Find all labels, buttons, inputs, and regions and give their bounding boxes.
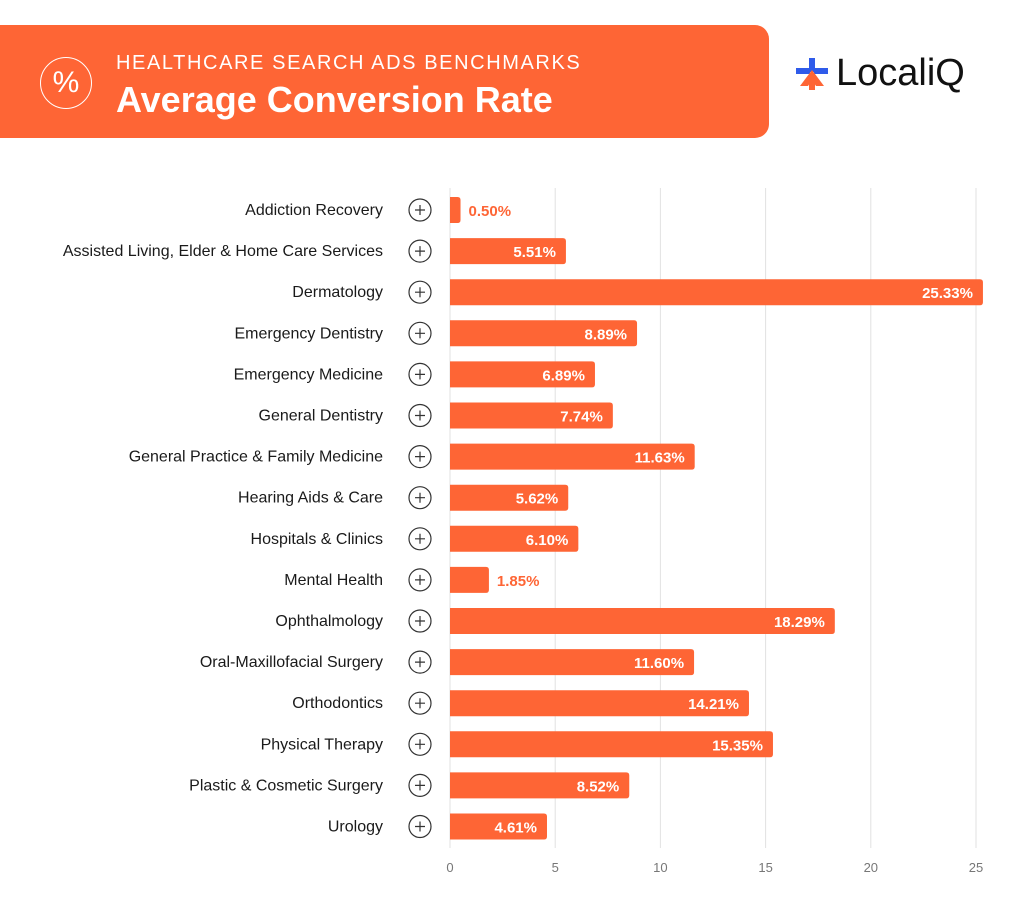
ear-icon bbox=[408, 486, 432, 510]
category-label: Addiction Recovery bbox=[245, 202, 383, 219]
logo-text: LocaliQ bbox=[836, 52, 965, 94]
bar bbox=[450, 525, 579, 552]
bar bbox=[450, 690, 749, 717]
data-label: 6.10% bbox=[526, 532, 569, 549]
rx-bottle-icon bbox=[408, 362, 432, 386]
bar bbox=[450, 649, 695, 676]
category-label: Physical Therapy bbox=[261, 736, 383, 753]
category-label: Oral-Maxillofacial Surgery bbox=[200, 654, 383, 671]
data-label: 15.35% bbox=[712, 737, 763, 754]
dermatology-face-icon bbox=[408, 280, 432, 304]
data-label: 5.51% bbox=[513, 244, 556, 261]
category-label: Ophthalmology bbox=[275, 613, 383, 630]
data-label: 8.89% bbox=[584, 326, 627, 343]
subtitle: HEALTHCARE SEARCH ADS BENCHMARKS bbox=[116, 52, 582, 74]
category-label: Orthodontics bbox=[292, 695, 383, 712]
data-label: 14.21% bbox=[688, 696, 739, 713]
kidney-icon bbox=[408, 814, 432, 839]
head-heart-icon bbox=[408, 568, 432, 592]
x-tick-label: 5 bbox=[552, 860, 559, 875]
bar bbox=[450, 197, 461, 223]
category-label: Mental Health bbox=[284, 572, 383, 589]
page-title: Average Conversion Rate bbox=[116, 79, 553, 120]
data-label: 4.61% bbox=[494, 820, 537, 837]
x-tick-label: 15 bbox=[758, 860, 772, 875]
category-label: Dermatology bbox=[292, 284, 383, 301]
percent-icon: % bbox=[40, 57, 92, 109]
category-label: General Dentistry bbox=[259, 408, 384, 425]
bar bbox=[450, 608, 835, 634]
tooth-icon bbox=[408, 403, 432, 428]
data-label: 7.74% bbox=[560, 409, 603, 426]
x-tick-label: 0 bbox=[446, 860, 453, 875]
logo-asterisk-icon bbox=[796, 57, 828, 90]
bar bbox=[450, 238, 566, 265]
header-banner: % HEALTHCARE SEARCH ADS BENCHMARKS Avera… bbox=[0, 25, 769, 138]
data-label: 11.63% bbox=[635, 450, 685, 467]
data-label: 11.60% bbox=[634, 655, 684, 672]
bar bbox=[450, 443, 695, 470]
x-tick-label: 20 bbox=[864, 860, 878, 875]
category-label: Hearing Aids & Care bbox=[238, 490, 383, 507]
tooth-plus-icon bbox=[408, 321, 432, 345]
bar bbox=[450, 813, 547, 840]
bar bbox=[450, 731, 773, 758]
cosmetic-syringe-icon bbox=[408, 773, 432, 798]
category-label: Urology bbox=[328, 819, 383, 836]
data-label: 18.29% bbox=[774, 614, 825, 631]
data-label: 1.85% bbox=[497, 573, 540, 590]
data-label: 0.50% bbox=[469, 203, 512, 220]
data-label: 6.89% bbox=[542, 367, 585, 384]
data-label: 25.33% bbox=[922, 285, 973, 302]
category-label: Assisted Living, Elder & Home Care Servi… bbox=[63, 243, 383, 260]
category-label: General Practice & Family Medicine bbox=[129, 449, 383, 466]
category-label: Emergency Dentistry bbox=[235, 325, 384, 342]
hand-heart-icon bbox=[408, 445, 432, 469]
home-care-icon bbox=[408, 239, 432, 263]
surgical-tools-icon bbox=[408, 650, 432, 674]
hospital-icon bbox=[408, 527, 432, 551]
x-tick-label: 25 bbox=[969, 860, 983, 875]
data-label: 5.62% bbox=[516, 491, 559, 508]
bar bbox=[450, 566, 489, 593]
bar bbox=[450, 279, 983, 306]
bar bbox=[450, 361, 595, 388]
category-label: Hospitals & Clinics bbox=[251, 531, 383, 548]
bar bbox=[450, 402, 613, 429]
bar bbox=[450, 772, 630, 799]
category-label: Emergency Medicine bbox=[234, 366, 384, 383]
bar bbox=[450, 484, 569, 511]
bar bbox=[450, 320, 638, 347]
localiq-logo: LocaliQ bbox=[794, 52, 965, 95]
data-label: 8.52% bbox=[577, 778, 620, 795]
x-tick-label: 10 bbox=[653, 860, 667, 875]
category-label: Plastic & Cosmetic Surgery bbox=[189, 777, 383, 794]
syringe-icon bbox=[408, 198, 432, 222]
eye-plus-icon bbox=[408, 609, 432, 633]
knee-icon bbox=[408, 732, 432, 756]
braces-tooth-icon bbox=[408, 691, 432, 715]
